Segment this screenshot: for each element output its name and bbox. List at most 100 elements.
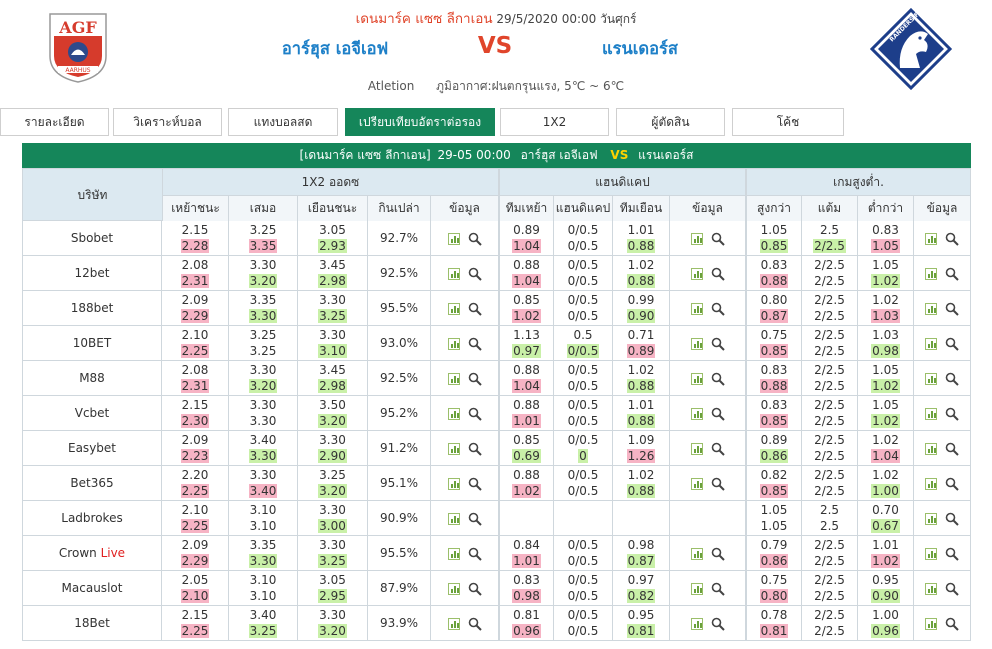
search-icon[interactable] [468, 617, 482, 631]
odds-draw[interactable]: 3.40 3.30 [229, 431, 298, 466]
chart-icon[interactable] [447, 547, 460, 560]
search-icon[interactable] [945, 547, 959, 561]
ou-under-odds[interactable]: 1.00 0.96 [858, 606, 914, 641]
chart-icon[interactable] [925, 547, 937, 560]
hdp-line[interactable]: 0/0.5 0/0.5 [554, 256, 613, 291]
ou-over-odds[interactable]: 1.05 0.85 [747, 221, 802, 256]
chart-icon[interactable] [690, 582, 703, 595]
odds-home-win[interactable]: 2.09 2.23 [162, 431, 229, 466]
odds-home-win[interactable]: 2.20 2.25 [162, 466, 229, 501]
hdp-away-odds[interactable]: 1.02 0.88 [613, 466, 670, 501]
odds-draw[interactable]: 3.30 3.30 [229, 396, 298, 431]
chart-icon[interactable] [925, 442, 937, 455]
chart-icon[interactable] [925, 407, 937, 420]
home-team-name[interactable]: อาร์ฮุส เอจีเอฟ [281, 39, 389, 58]
chart-icon[interactable] [447, 512, 460, 525]
search-icon[interactable] [468, 267, 482, 281]
ou-over-odds[interactable]: 0.83 0.88 [747, 361, 802, 396]
ou-under-odds[interactable]: 1.02 1.03 [858, 291, 914, 326]
hdp-line[interactable]: 0/0.5 0/0.5 [554, 606, 613, 641]
hdp-away-odds[interactable]: 0.71 0.89 [613, 326, 670, 361]
hdp-home-odds[interactable]: 0.85 1.02 [500, 291, 554, 326]
odds-away-win[interactable]: 3.30 3.10 [298, 326, 368, 361]
chart-icon[interactable] [925, 582, 937, 595]
live-badge[interactable]: Live [100, 546, 126, 560]
search-icon[interactable] [711, 547, 725, 561]
away-team-logo[interactable]: RANDERS FC [869, 8, 953, 91]
odds-home-win[interactable]: 2.08 2.31 [162, 361, 229, 396]
company-name[interactable]: Sbobet [23, 221, 162, 256]
chart-icon[interactable] [447, 232, 460, 245]
hdp-home-odds[interactable]: 0.83 0.98 [500, 571, 554, 606]
odds-draw[interactable]: 3.35 3.30 [229, 536, 298, 571]
ou-over-odds[interactable]: 0.82 0.85 [747, 466, 802, 501]
search-icon[interactable] [945, 477, 959, 491]
hdp-away-odds[interactable]: 0.95 0.81 [613, 606, 670, 641]
chart-icon[interactable] [447, 582, 460, 595]
hdp-home-odds[interactable]: 0.88 1.02 [500, 466, 554, 501]
company-name[interactable]: 18Bet [23, 606, 162, 641]
search-icon[interactable] [468, 302, 482, 316]
chart-icon[interactable] [690, 337, 703, 350]
chart-icon[interactable] [690, 442, 703, 455]
ou-under-odds[interactable]: 1.02 1.04 [858, 431, 914, 466]
search-icon[interactable] [468, 372, 482, 386]
chart-icon[interactable] [690, 547, 703, 560]
odds-home-win[interactable]: 2.05 2.10 [162, 571, 229, 606]
search-icon[interactable] [711, 442, 725, 456]
search-icon[interactable] [711, 407, 725, 421]
hdp-line[interactable] [554, 501, 613, 536]
search-icon[interactable] [468, 337, 482, 351]
chart-icon[interactable] [447, 442, 460, 455]
odds-away-win[interactable]: 3.25 3.20 [298, 466, 368, 501]
ou-under-odds[interactable]: 1.05 1.02 [858, 361, 914, 396]
ou-points[interactable]: 2/2.5 2/2.5 [802, 536, 858, 571]
chart-icon[interactable] [690, 302, 703, 315]
search-icon[interactable] [711, 477, 725, 491]
chart-icon[interactable] [925, 372, 937, 385]
odds-home-win[interactable]: 2.09 2.29 [162, 536, 229, 571]
chart-icon[interactable] [690, 372, 703, 385]
search-icon[interactable] [945, 512, 959, 526]
chart-icon[interactable] [690, 477, 703, 490]
ou-under-odds[interactable]: 1.05 1.02 [858, 396, 914, 431]
odds-draw[interactable]: 3.25 3.25 [229, 326, 298, 361]
ou-points[interactable]: 2/2.5 2/2.5 [802, 466, 858, 501]
tab-1x2[interactable]: 1X2 [500, 108, 609, 136]
odds-draw[interactable]: 3.35 3.30 [229, 291, 298, 326]
tab-analysis[interactable]: วิเคราะห์บอล [113, 108, 222, 136]
hdp-home-odds[interactable]: 1.13 0.97 [500, 326, 554, 361]
search-icon[interactable] [945, 582, 959, 596]
ou-under-odds[interactable]: 0.95 0.90 [858, 571, 914, 606]
ou-over-odds[interactable]: 0.80 0.87 [747, 291, 802, 326]
odds-home-win[interactable]: 2.10 2.25 [162, 501, 229, 536]
search-icon[interactable] [711, 267, 725, 281]
search-icon[interactable] [945, 442, 959, 456]
ou-under-odds[interactable]: 1.03 0.98 [858, 326, 914, 361]
odds-away-win[interactable]: 3.50 3.20 [298, 396, 368, 431]
odds-draw[interactable]: 3.30 3.40 [229, 466, 298, 501]
ou-under-odds[interactable]: 1.01 1.02 [858, 536, 914, 571]
odds-home-win[interactable]: 2.15 2.25 [162, 606, 229, 641]
ou-points[interactable]: 2.5 2.5 [802, 501, 858, 536]
hdp-line[interactable]: 0/0.5 0/0.5 [554, 361, 613, 396]
chart-icon[interactable] [690, 232, 703, 245]
ou-over-odds[interactable]: 0.89 0.86 [747, 431, 802, 466]
ou-points[interactable]: 2/2.5 2/2.5 [802, 256, 858, 291]
company-name[interactable]: Ladbrokes [23, 501, 162, 536]
odds-away-win[interactable]: 3.30 3.25 [298, 536, 368, 571]
company-name[interactable]: M88 [23, 361, 162, 396]
chart-icon[interactable] [447, 617, 460, 630]
ou-over-odds[interactable]: 0.75 0.85 [747, 326, 802, 361]
odds-draw[interactable]: 3.10 3.10 [229, 571, 298, 606]
search-icon[interactable] [711, 372, 725, 386]
chart-icon[interactable] [447, 477, 460, 490]
chart-icon[interactable] [925, 337, 937, 350]
search-icon[interactable] [711, 337, 725, 351]
ou-over-odds[interactable]: 1.05 1.05 [747, 501, 802, 536]
hdp-line[interactable]: 0/0.5 0/0.5 [554, 571, 613, 606]
tab-details[interactable]: รายละเอียด [0, 108, 109, 136]
odds-away-win[interactable]: 3.30 3.00 [298, 501, 368, 536]
search-icon[interactable] [945, 372, 959, 386]
company-name[interactable]: 12bet [23, 256, 162, 291]
